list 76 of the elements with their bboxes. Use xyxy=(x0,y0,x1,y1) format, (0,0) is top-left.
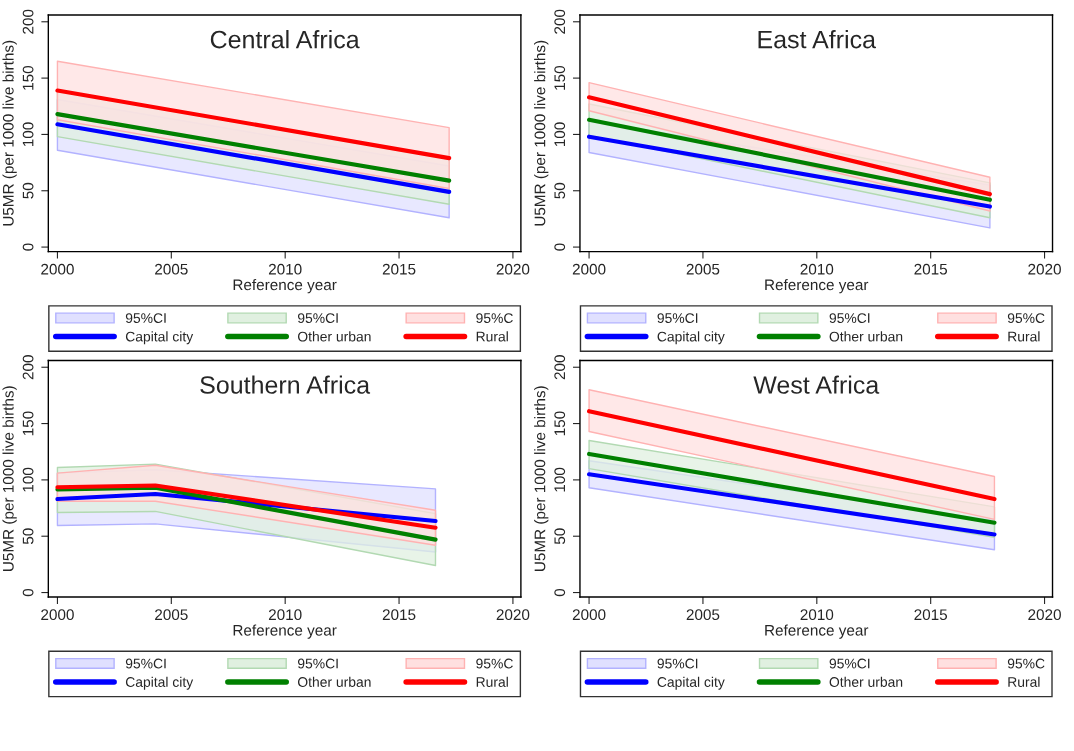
y-axis-title: U5MR (per 1000 live births) xyxy=(534,40,549,226)
x-axis-title: Reference year xyxy=(765,279,869,294)
text: 95%CI xyxy=(657,313,698,323)
legend-label: Capital city xyxy=(657,331,725,345)
x-tick-label: 2015 xyxy=(382,609,416,621)
text: 95%CI xyxy=(125,313,166,323)
x-tick-label: 2000 xyxy=(41,609,74,621)
x-tick-label: 2010 xyxy=(800,609,834,621)
legend-label: Rural xyxy=(476,676,508,687)
y-tick-label: 50 xyxy=(554,528,566,545)
y-tick-label: 200 xyxy=(22,9,34,34)
text: 95%C xyxy=(1007,658,1045,669)
x-tick-label: 2005 xyxy=(686,263,720,275)
text: 95%CI xyxy=(297,313,338,323)
x-tick-label: 2015 xyxy=(914,263,948,275)
y-tick-label: 0 xyxy=(554,588,566,597)
text: 95%CI xyxy=(829,313,870,323)
y-tick-label: 50 xyxy=(554,182,566,199)
legend-label: Other urban xyxy=(829,331,903,342)
legend-label: Rural xyxy=(1008,331,1040,342)
y-tick-label: 0 xyxy=(554,243,566,251)
text: 95%CI xyxy=(657,658,698,669)
y-tick-label: 0 xyxy=(22,243,34,251)
y-tick-label: 200 xyxy=(22,355,34,380)
x-tick-label: 2005 xyxy=(155,609,188,621)
legend-label: Other urban xyxy=(297,676,371,687)
text: 95%CI xyxy=(125,658,166,669)
chart-title: East Africa xyxy=(758,30,876,49)
legend-label: Other urban xyxy=(829,676,903,687)
y-tick-label: 200 xyxy=(554,9,566,34)
text: 95%C xyxy=(476,658,513,669)
legend-label: Capital city xyxy=(125,676,194,690)
x-axis-title: Reference year xyxy=(765,624,869,639)
x-tick-label: 2010 xyxy=(800,263,834,275)
y-tick-label: 100 xyxy=(22,122,34,147)
chart-title: Southern Africa xyxy=(200,375,371,394)
chart-title: Central Africa xyxy=(210,30,360,49)
legend-label: Capital city xyxy=(657,676,725,690)
text: 95%C xyxy=(1007,313,1045,323)
x-tick-label: 2000 xyxy=(572,609,606,621)
y-tick-label: 150 xyxy=(22,65,34,90)
y-axis-title: U5MR (per 1000 live births) xyxy=(2,386,17,571)
y-tick-label: 0 xyxy=(22,588,34,597)
x-tick-label: 2000 xyxy=(41,263,74,275)
y-tick-label: 150 xyxy=(554,411,566,436)
x-tick-label: 2020 xyxy=(496,609,530,621)
y-tick-label: 100 xyxy=(554,122,566,147)
legend-label: Capital city xyxy=(125,331,194,345)
x-tick-label: 2020 xyxy=(496,263,530,275)
x-tick-label: 2005 xyxy=(686,609,720,621)
y-tick-label: 150 xyxy=(22,411,34,436)
y-axis-title: U5MR (per 1000 live births) xyxy=(534,386,549,571)
text: 95%CI xyxy=(297,658,338,669)
y-tick-label: 150 xyxy=(554,65,566,90)
y-tick-label: 50 xyxy=(22,528,34,545)
x-axis-title: Reference year xyxy=(233,279,337,294)
legend-label: Rural xyxy=(1008,676,1040,687)
y-tick-label: 50 xyxy=(22,182,34,199)
x-tick-label: 2010 xyxy=(268,609,302,621)
text: 95%CI xyxy=(829,658,870,669)
x-tick-label: 2005 xyxy=(155,263,188,275)
x-tick-label: 2015 xyxy=(382,263,416,275)
legend-label: Rural xyxy=(476,331,508,342)
y-tick-label: 200 xyxy=(554,355,566,380)
y-tick-label: 100 xyxy=(22,467,34,492)
x-tick-label: 2020 xyxy=(1028,263,1061,275)
text: 95%C xyxy=(476,313,513,323)
chart-title: West Africa xyxy=(753,375,880,394)
x-tick-label: 2010 xyxy=(268,263,302,275)
x-tick-label: 2020 xyxy=(1028,609,1061,621)
x-axis-title: Reference year xyxy=(233,624,337,639)
legend-label: Other urban xyxy=(297,331,371,342)
y-tick-label: 100 xyxy=(554,467,566,492)
x-tick-label: 2015 xyxy=(914,609,948,621)
y-axis-title: U5MR (per 1000 live births) xyxy=(2,40,17,226)
x-tick-label: 2000 xyxy=(572,263,606,275)
